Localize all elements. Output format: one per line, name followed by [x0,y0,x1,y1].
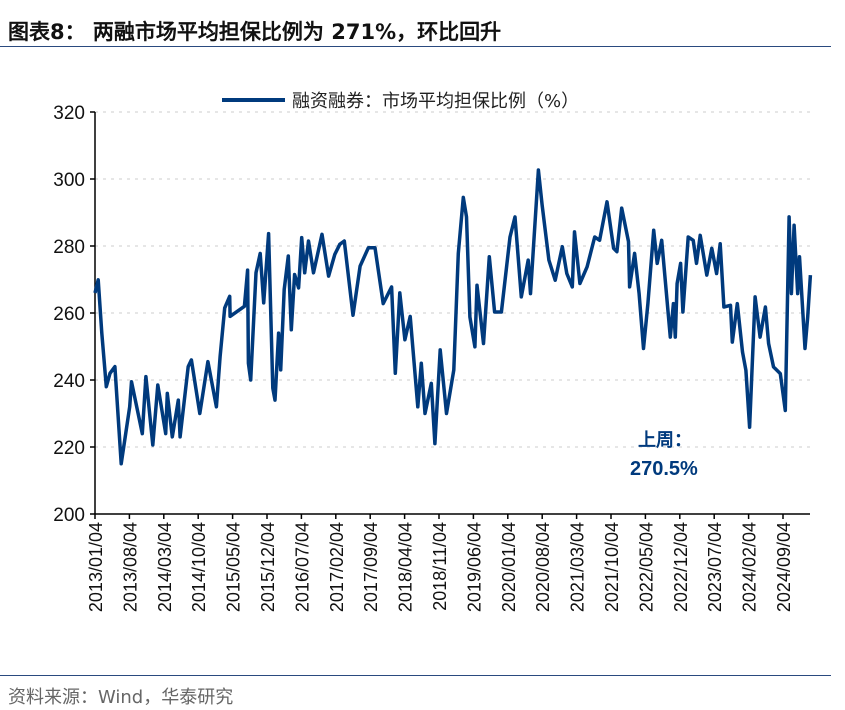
x-tick-label: 2020/01/04 [499,522,519,612]
x-tick-label: 2018/11/04 [430,522,450,611]
x-tick-label: 2015/05/04 [224,522,244,612]
x-tick-label: 2014/03/04 [155,522,175,612]
x-tick-label: 2014/10/04 [189,522,209,612]
y-tick-label: 220 [53,438,85,459]
x-tick-label: 2020/08/04 [533,522,553,612]
figure-title: 图表8： 两融市场平均担保比例为 271%，环比回升 [8,20,502,44]
x-tick-label: 2022/12/04 [671,522,691,612]
x-tick-label: 2019/06/04 [464,522,484,612]
source-divider [0,675,831,676]
x-tick-label: 2015/12/04 [258,522,278,612]
legend-label: 融资融券：市场平均担保比例（%） [292,91,579,112]
legend: 融资融券：市场平均担保比例（%） [222,91,579,112]
y-axis: 200 220 240 260 280 300 320 [53,103,96,526]
source-note: 资料来源：Wind，华泰研究 [8,687,234,708]
y-tick-label: 280 [53,237,85,258]
y-tick-label: 300 [53,170,85,191]
x-tick-label: 2017/09/04 [361,522,381,612]
x-tick-label: 2024/09/04 [774,522,794,612]
x-tick-label: 2013/01/04 [86,522,106,612]
line-chart: 200 220 240 260 280 300 320 2013/01/04 2013/08/… [53,91,813,612]
x-tick-label: 2018/04/04 [396,522,416,612]
x-tick-label: 2016/07/04 [292,522,312,612]
title-divider [0,46,831,47]
y-tick-label: 200 [53,505,85,526]
x-tick-label: 2021/03/04 [568,522,588,612]
y-tick-label: 240 [53,371,85,392]
x-tick-label: 2024/02/04 [740,522,760,612]
x-tick-label: 2023/07/04 [705,522,725,612]
x-tick-label: 2013/08/04 [120,522,140,612]
x-axis: 2013/01/04 2013/08/04 2014/03/04 2014/10/04… [86,513,810,612]
annotation-label: 上周： [638,430,692,451]
y-tick-label: 320 [53,103,85,124]
y-tick-label: 260 [53,304,85,325]
x-tick-label: 2022/05/04 [636,522,656,612]
series-line [93,168,813,466]
x-tick-label: 2021/10/04 [602,522,622,612]
annotation-value: 270.5% [630,458,698,480]
x-tick-label: 2017/02/04 [327,522,347,612]
